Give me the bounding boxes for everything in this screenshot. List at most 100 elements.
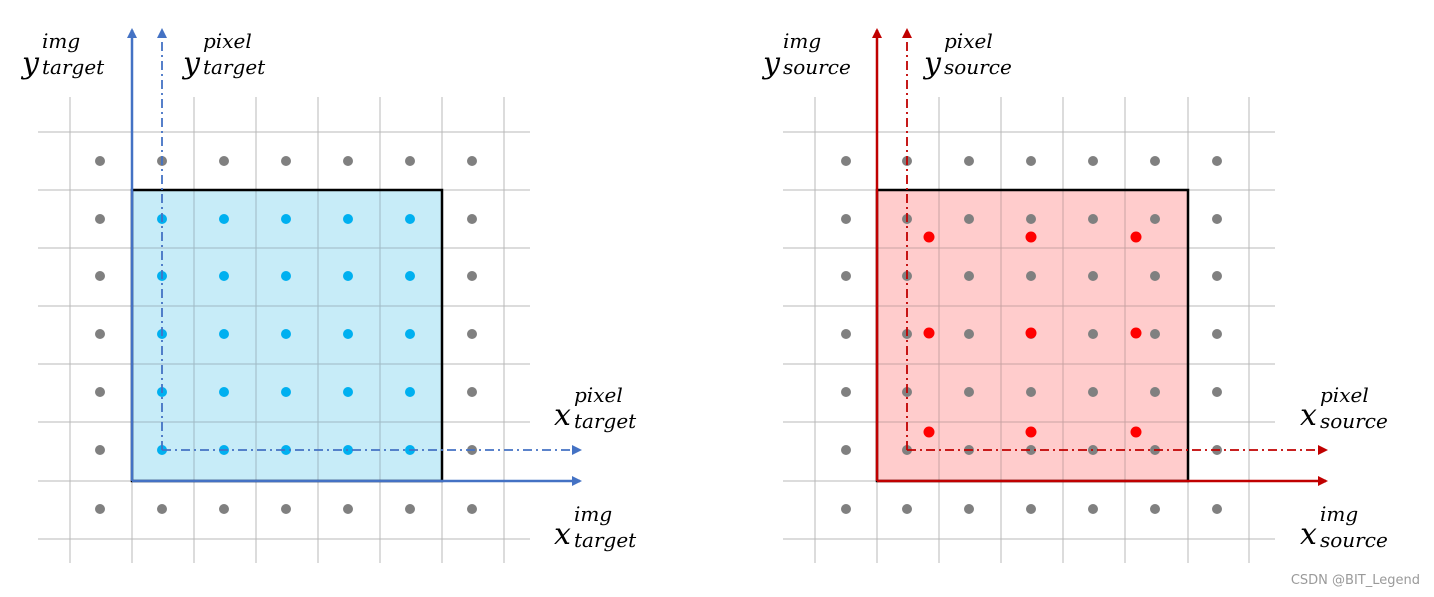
target-x-img-sub: target bbox=[574, 528, 637, 552]
grid-dot bbox=[467, 329, 477, 339]
source-y-pixel-label: y bbox=[922, 46, 942, 81]
grid-dot bbox=[841, 329, 851, 339]
target-pixel-dot bbox=[281, 329, 291, 339]
grid-dot bbox=[467, 504, 477, 514]
grid-dot bbox=[1088, 156, 1098, 166]
grid-dot bbox=[1026, 445, 1036, 455]
grid-dot bbox=[1088, 504, 1098, 514]
source-y-pixel-sub: source bbox=[944, 55, 1012, 79]
target-y-img-sub: target bbox=[42, 55, 105, 79]
grid-dot bbox=[1212, 271, 1222, 281]
grid-dot bbox=[219, 504, 229, 514]
grid-dot bbox=[1150, 156, 1160, 166]
target-pixel-dot bbox=[405, 387, 415, 397]
grid-dot bbox=[95, 156, 105, 166]
source-x-pixel-sub: source bbox=[1320, 409, 1388, 433]
source-y-img-label: y bbox=[761, 46, 781, 81]
target-pixel-dot bbox=[281, 214, 291, 224]
grid-dot bbox=[1212, 387, 1222, 397]
grid-dot bbox=[964, 329, 974, 339]
grid-dot bbox=[1026, 156, 1036, 166]
source-x-pixel-label: x bbox=[1300, 398, 1317, 433]
sample-point-dot bbox=[1130, 231, 1142, 243]
sample-point-dot bbox=[923, 231, 935, 243]
sample-point-dot bbox=[1130, 426, 1142, 438]
grid-dot bbox=[405, 504, 415, 514]
target-region-grid bbox=[132, 190, 442, 481]
grid-dot bbox=[95, 387, 105, 397]
grid-dot bbox=[1088, 387, 1098, 397]
grid-dot bbox=[1026, 214, 1036, 224]
grid-dot bbox=[841, 445, 851, 455]
target-dots bbox=[95, 156, 477, 514]
target-x-img-label: x bbox=[554, 517, 571, 552]
target-pixel-dot bbox=[219, 214, 229, 224]
grid-dot bbox=[964, 156, 974, 166]
grid-dot bbox=[964, 387, 974, 397]
target-x-pixel-sub: target bbox=[574, 409, 637, 433]
target-pixel-dot bbox=[405, 214, 415, 224]
target-x-pixel-label: x bbox=[554, 398, 571, 433]
grid-dot bbox=[343, 504, 353, 514]
grid-dot bbox=[95, 329, 105, 339]
target-pixel-dot bbox=[281, 271, 291, 281]
target-pixel-dot bbox=[219, 329, 229, 339]
grid-dot bbox=[1212, 156, 1222, 166]
grid-dot bbox=[1088, 214, 1098, 224]
source-dots bbox=[841, 156, 1222, 514]
sample-point-dot bbox=[1025, 327, 1037, 339]
grid-dot bbox=[343, 156, 353, 166]
target-pixel-dot bbox=[281, 387, 291, 397]
grid-dot bbox=[1026, 504, 1036, 514]
grid-dot bbox=[841, 214, 851, 224]
target-pixel-dot bbox=[405, 271, 415, 281]
grid-dot bbox=[964, 271, 974, 281]
grid-dot bbox=[1150, 504, 1160, 514]
source-x-img-sup: img bbox=[1320, 502, 1358, 526]
grid-dot bbox=[964, 504, 974, 514]
grid-dot bbox=[467, 387, 477, 397]
grid-dot bbox=[95, 214, 105, 224]
grid-dot bbox=[1212, 504, 1222, 514]
grid-dot bbox=[841, 387, 851, 397]
grid-dot bbox=[841, 271, 851, 281]
grid-dot bbox=[902, 504, 912, 514]
target-y-img-sup: img bbox=[42, 29, 80, 53]
grid-dot bbox=[1212, 214, 1222, 224]
grid-dot bbox=[1150, 214, 1160, 224]
target-pixel-dot bbox=[343, 214, 353, 224]
grid-dot bbox=[1212, 329, 1222, 339]
target-pixel-dot bbox=[343, 387, 353, 397]
target-pixel-dot bbox=[343, 329, 353, 339]
sample-point-dot bbox=[923, 426, 935, 438]
grid-dot bbox=[1026, 271, 1036, 281]
source-panel: y img source y pixel source x pixel sour… bbox=[761, 28, 1388, 563]
grid-dot bbox=[1150, 329, 1160, 339]
grid-dot bbox=[467, 156, 477, 166]
grid-dot bbox=[841, 504, 851, 514]
grid-dot bbox=[1088, 329, 1098, 339]
grid-dot bbox=[281, 504, 291, 514]
grid-dot bbox=[95, 504, 105, 514]
grid-dot bbox=[1088, 271, 1098, 281]
grid-dot bbox=[219, 156, 229, 166]
watermark: CSDN @BIT_Legend bbox=[1290, 573, 1420, 588]
target-y-img-label: y bbox=[20, 46, 40, 81]
source-region-grid bbox=[877, 190, 1188, 481]
source-x-img-label: x bbox=[1300, 517, 1317, 552]
target-pixel-dot bbox=[219, 271, 229, 281]
grid-dot bbox=[841, 156, 851, 166]
source-y-pixel-sup: pixel bbox=[944, 29, 993, 53]
grid-dot bbox=[405, 156, 415, 166]
target-panel: y img target y pixel target x pixel targ… bbox=[20, 28, 637, 563]
sample-point-dot bbox=[1025, 426, 1037, 438]
source-x-img-sub: source bbox=[1320, 528, 1388, 552]
target-y-pixel-label: y bbox=[181, 46, 201, 81]
target-pixel-dot bbox=[405, 329, 415, 339]
grid-dot bbox=[467, 271, 477, 281]
target-pixel-dot bbox=[343, 271, 353, 281]
grid-dot bbox=[1150, 271, 1160, 281]
sample-point-dot bbox=[1130, 327, 1142, 339]
grid-dot bbox=[95, 271, 105, 281]
